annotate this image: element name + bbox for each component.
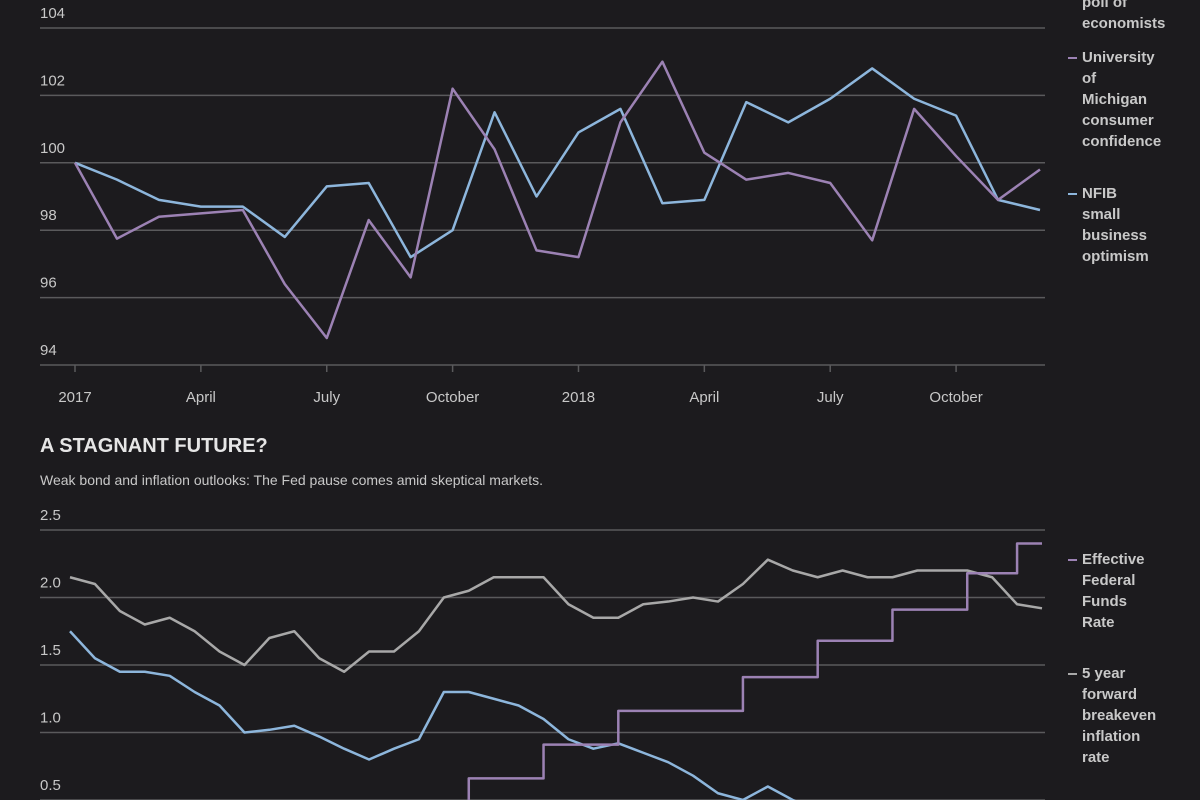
x-tick-label: October — [426, 389, 479, 406]
y-tick-label: 102 — [40, 72, 65, 89]
y-tick-label: 98 — [40, 207, 57, 224]
series-line — [69, 630, 796, 800]
y-tick-label: 96 — [40, 275, 57, 292]
plot-lines — [69, 542, 1043, 800]
series-line — [74, 67, 1041, 259]
chart-subtitle: Weak bond and inflation outlooks: The Fe… — [40, 472, 543, 488]
chart-title: A STAGNANT FUTURE? — [40, 435, 268, 457]
legend-label: poll of economists — [1082, 0, 1166, 32]
y-tick-label: 2.0 — [40, 575, 61, 592]
y-tick-label: 1.5 — [40, 642, 61, 659]
legend-label: University of Michigan consumer confiden… — [1082, 49, 1162, 150]
x-tick-label: July — [817, 389, 844, 406]
legend-label: Effective Federal Funds Rate — [1082, 551, 1145, 631]
x-tick-label: April — [689, 389, 719, 406]
series-line — [467, 542, 1042, 800]
x-tick-label: July — [313, 389, 340, 406]
x-tick-label: 2017 — [58, 389, 91, 406]
legend-swatch — [1068, 193, 1077, 195]
legend-label: NFIB small business optimism — [1082, 185, 1149, 265]
y-tick-label: 1.0 — [40, 710, 61, 727]
x-tick-label: October — [929, 389, 982, 406]
x-tick-label: April — [186, 389, 216, 406]
x-tick-label: 2018 — [562, 389, 595, 406]
legend-swatch — [1068, 57, 1077, 59]
legend-label: 5 year forward breakeven inflation rate — [1082, 665, 1157, 766]
y-tick-label: 104 — [40, 5, 65, 22]
series-line — [73, 60, 1041, 340]
y-tick-label: 0.5 — [40, 777, 61, 794]
plot-lines — [73, 60, 1041, 340]
legend-swatch — [1068, 673, 1077, 675]
y-tick-label: 2.5 — [40, 507, 61, 524]
y-tick-label: 94 — [40, 342, 57, 359]
y-tick-label: 100 — [40, 140, 65, 157]
series-line — [69, 558, 1043, 673]
legend-swatch — [1068, 559, 1077, 561]
